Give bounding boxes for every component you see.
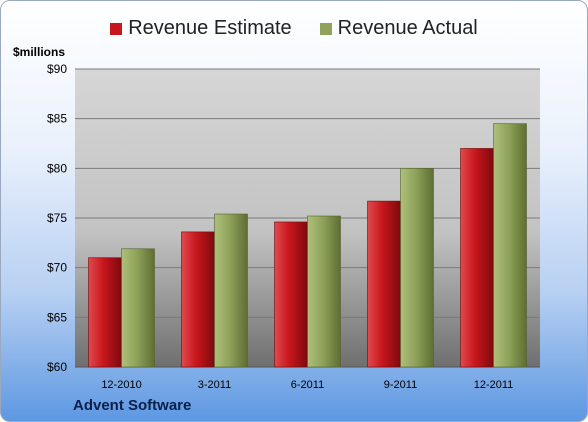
- bar-revenue-estimate: [274, 221, 308, 368]
- y-tick-label: $85: [47, 112, 67, 126]
- legend-item-actual: Revenue Actual: [319, 17, 478, 40]
- legend: Revenue Estimate Revenue Actual: [1, 17, 587, 40]
- y-tick-label: $65: [47, 310, 67, 324]
- bar-revenue-estimate: [88, 257, 122, 368]
- bar-revenue-estimate: [181, 231, 215, 368]
- x-tick-label: 12-2011: [474, 379, 514, 391]
- bar-revenue-actual: [400, 168, 434, 368]
- y-tick-label: $60: [47, 360, 67, 374]
- bar-revenue-estimate: [460, 148, 494, 368]
- y-tick-label: $80: [47, 161, 67, 175]
- bar-revenue-estimate: [367, 200, 401, 368]
- legend-label-actual: Revenue Actual: [337, 17, 478, 39]
- legend-swatch-estimate: [110, 22, 123, 35]
- legend-label-estimate: Revenue Estimate: [128, 17, 292, 39]
- y-tick-label: $90: [47, 62, 67, 76]
- x-axis-ticks: 12-2010 3-2011 6-2011 9-2011 12-2011: [101, 379, 513, 391]
- company-name: Advent Software: [73, 397, 192, 414]
- bar-revenue-actual: [493, 123, 527, 368]
- x-tick-label: 3-2011: [198, 379, 231, 391]
- x-tick-label: 9-2011: [384, 379, 417, 391]
- bars: [88, 123, 527, 368]
- y-axis-unit-label: $millions: [13, 45, 66, 59]
- legend-item-estimate: Revenue Estimate: [110, 17, 292, 40]
- x-tick-label: 6-2011: [291, 379, 324, 391]
- x-tick-label: 12-2010: [101, 379, 141, 391]
- legend-swatch-actual: [319, 22, 332, 35]
- y-axis-ticks: $60 $65 $70 $75 $80 $85 $90: [47, 62, 67, 374]
- bar-revenue-actual: [214, 213, 248, 368]
- y-tick-label: $75: [47, 211, 67, 225]
- bar-revenue-actual: [307, 215, 341, 368]
- y-tick-label: $70: [47, 261, 67, 275]
- bar-revenue-actual: [121, 248, 155, 368]
